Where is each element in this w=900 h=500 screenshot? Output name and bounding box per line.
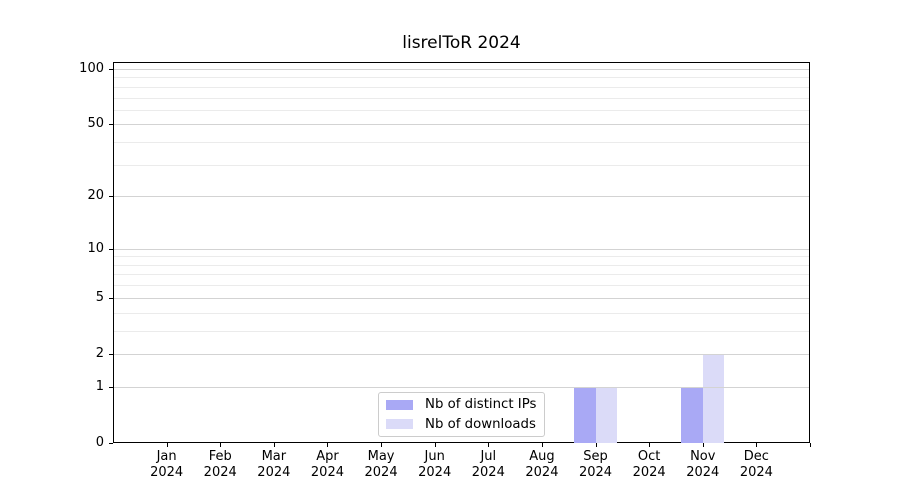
- gridline-minor-4: [114, 313, 809, 314]
- gridline-major-2: [114, 354, 809, 355]
- y-tick-label-100: 100: [79, 61, 104, 76]
- gridline-minor-3: [114, 331, 809, 332]
- gridline-major-5: [114, 298, 809, 299]
- gridline-minor-9: [114, 256, 809, 257]
- chart-title: lisrelToR 2024: [402, 33, 521, 53]
- gridline-minor-80: [114, 87, 809, 88]
- y-tick-2: [109, 354, 113, 355]
- gridline-major-20: [114, 196, 809, 197]
- x-tick-apr-2024: [327, 443, 328, 447]
- x-tick-label-sep-2024: Sep 2024: [578, 449, 613, 480]
- y-tick-label-20: 20: [87, 188, 104, 204]
- y-tick-5: [109, 298, 113, 299]
- y-tick-label-5: 5: [95, 289, 104, 305]
- x-tick-sep-2024: [596, 443, 597, 447]
- legend-label-distinct-ips: Nb of distinct IPs: [425, 397, 537, 413]
- x-tick-oct-2024: [649, 443, 650, 447]
- x-tick-label-feb-2024: Feb 2024: [203, 449, 237, 480]
- x-tick-jun-2024: [435, 443, 436, 447]
- x-tick-label-nov-2024: Nov 2024: [686, 449, 720, 480]
- x-tick-dec-2024: [756, 443, 757, 447]
- x-tick-label-may-2024: May 2024: [364, 449, 398, 480]
- legend: Nb of distinct IPs Nb of downloads: [378, 392, 545, 437]
- legend-item-distinct-ips: Nb of distinct IPs: [386, 395, 537, 414]
- y-tick-label-1: 1: [95, 378, 104, 394]
- gridline-minor-8: [114, 265, 809, 266]
- x-tick-label-apr-2024: Apr 2024: [310, 449, 344, 480]
- gridline-major-100: [114, 69, 809, 70]
- x-tick-nov-2024: [703, 443, 704, 447]
- y-tick-10: [109, 249, 113, 250]
- bar-sep-2024-nb-of-downloads: [595, 386, 618, 443]
- x-tick-jul-2024: [488, 443, 489, 447]
- y-tick-label-2: 2: [95, 345, 104, 361]
- x-tick-label-aug-2024: Aug 2024: [525, 449, 559, 480]
- gridline-major-50: [114, 124, 809, 125]
- y-tick-50: [109, 124, 113, 125]
- x-tick-label-jul-2024: Jul 2024: [471, 449, 505, 480]
- y-tick-label-10: 10: [87, 240, 104, 256]
- bar-nov-2024-nb-of-distinct-ips: [681, 386, 703, 443]
- x-tick-mar-2024: [274, 443, 275, 447]
- legend-swatch-downloads: [386, 419, 413, 430]
- gridline-major-10: [114, 249, 809, 250]
- legend-swatch-distinct-ips: [386, 399, 413, 410]
- legend-item-downloads: Nb of downloads: [386, 415, 537, 434]
- x-tick-right-edge: [810, 443, 811, 447]
- gridline-minor-90: [114, 77, 809, 78]
- bar-sep-2024-nb-of-distinct-ips: [574, 386, 596, 443]
- x-tick-label-oct-2024: Oct 2024: [632, 449, 666, 480]
- x-tick-feb-2024: [220, 443, 221, 447]
- y-tick-0: [109, 443, 113, 444]
- x-tick-label-jun-2024: Jun 2024: [418, 449, 452, 480]
- y-tick-20: [109, 196, 113, 197]
- gridline-minor-70: [114, 98, 809, 99]
- x-tick-jan-2024: [167, 443, 168, 447]
- bar-nov-2024-nb-of-downloads: [702, 353, 725, 443]
- y-tick-1: [109, 387, 113, 388]
- gridline-minor-40: [114, 142, 809, 143]
- gridline-minor-6: [114, 285, 809, 286]
- x-tick-may-2024: [381, 443, 382, 447]
- y-tick-100: [109, 69, 113, 70]
- gridline-minor-30: [114, 165, 809, 166]
- x-tick-label-jan-2024: Jan 2024: [150, 449, 184, 480]
- gridline-major-1: [114, 387, 809, 388]
- gridline-minor-60: [114, 110, 809, 111]
- x-tick-label-mar-2024: Mar 2024: [257, 449, 291, 480]
- gridline-minor-7: [114, 274, 809, 275]
- y-tick-label-50: 50: [87, 116, 104, 132]
- plot-area: [113, 62, 810, 443]
- x-tick-label-dec-2024: Dec 2024: [739, 449, 773, 480]
- legend-label-downloads: Nb of downloads: [425, 416, 536, 432]
- y-tick-label-0: 0: [95, 435, 104, 450]
- x-tick-aug-2024: [542, 443, 543, 447]
